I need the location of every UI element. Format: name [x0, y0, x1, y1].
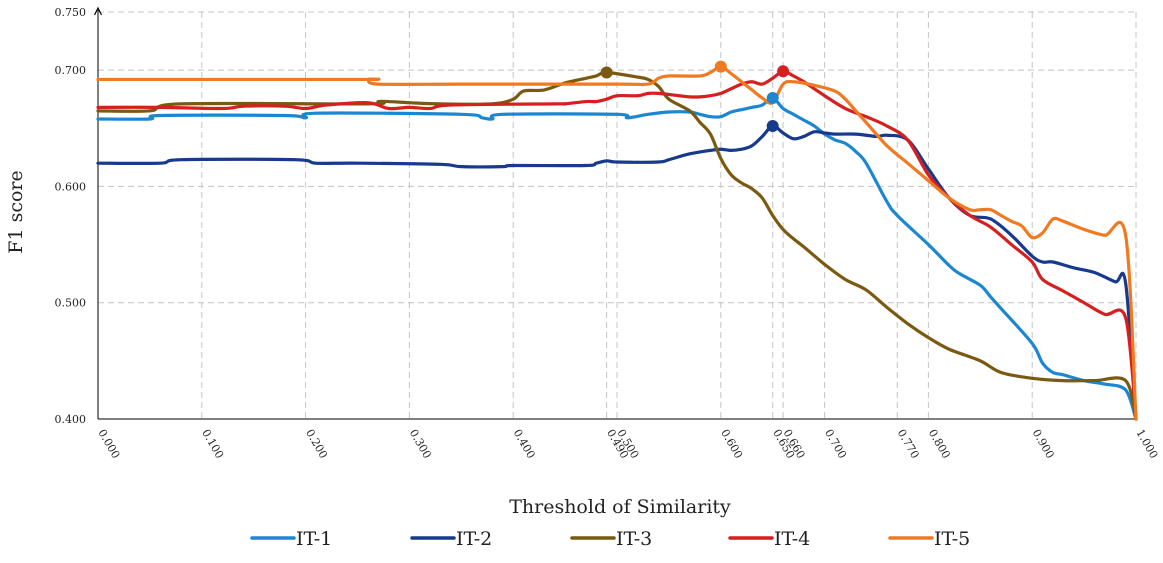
peak-marker-it-5: [714, 60, 727, 73]
x-tick-label: 0.700: [822, 427, 849, 461]
legend-label: IT-1: [296, 528, 332, 550]
peak-marker-it-2: [766, 119, 779, 132]
x-tick-label: 0.400: [511, 427, 538, 461]
x-tick-label: 0.800: [926, 427, 953, 461]
peak-marker-it-3: [600, 66, 613, 79]
legend-label: IT-2: [456, 528, 492, 550]
x-tick-label: 0.200: [303, 427, 330, 461]
x-axis-title: Threshold of Similarity: [509, 496, 731, 518]
x-tick-label: 0.600: [718, 427, 745, 461]
x-tick-label: 0.300: [407, 427, 434, 461]
y-tick-label: 0.700: [55, 64, 87, 77]
x-tick-label: 0.900: [1030, 427, 1057, 461]
y-axis-title: F1 score: [5, 170, 27, 253]
y-axis-arrow-icon: [93, 6, 103, 16]
y-tick-label: 0.750: [55, 6, 87, 19]
x-tick-label: 0.100: [199, 427, 226, 461]
legend: IT-1 IT-2 IT-3 IT-4 IT-5: [250, 528, 970, 550]
y-tick-labels: 0.400 0.500 0.600 0.700 0.750: [55, 6, 87, 426]
series-line-it-1: [96, 96, 1138, 421]
series-line-it-3: [96, 70, 1138, 421]
series-line-it-5: [96, 65, 1138, 421]
peak-markers: [600, 60, 790, 132]
x-tick-label: 0.000: [95, 427, 122, 461]
y-tick-label: 0.600: [55, 180, 87, 193]
peak-marker-it-4: [777, 65, 790, 78]
x-tick-label: 1.000: [1133, 427, 1160, 461]
series-line-it-4: [96, 69, 1138, 421]
x-tick-label: 0.770: [895, 427, 922, 461]
y-tick-label: 0.500: [55, 297, 87, 310]
legend-label: IT-5: [934, 528, 970, 550]
peak-marker-it-1: [766, 92, 779, 105]
legend-label: IT-3: [616, 528, 652, 550]
legend-label: IT-4: [774, 528, 810, 550]
y-tick-label: 0.400: [55, 413, 87, 426]
